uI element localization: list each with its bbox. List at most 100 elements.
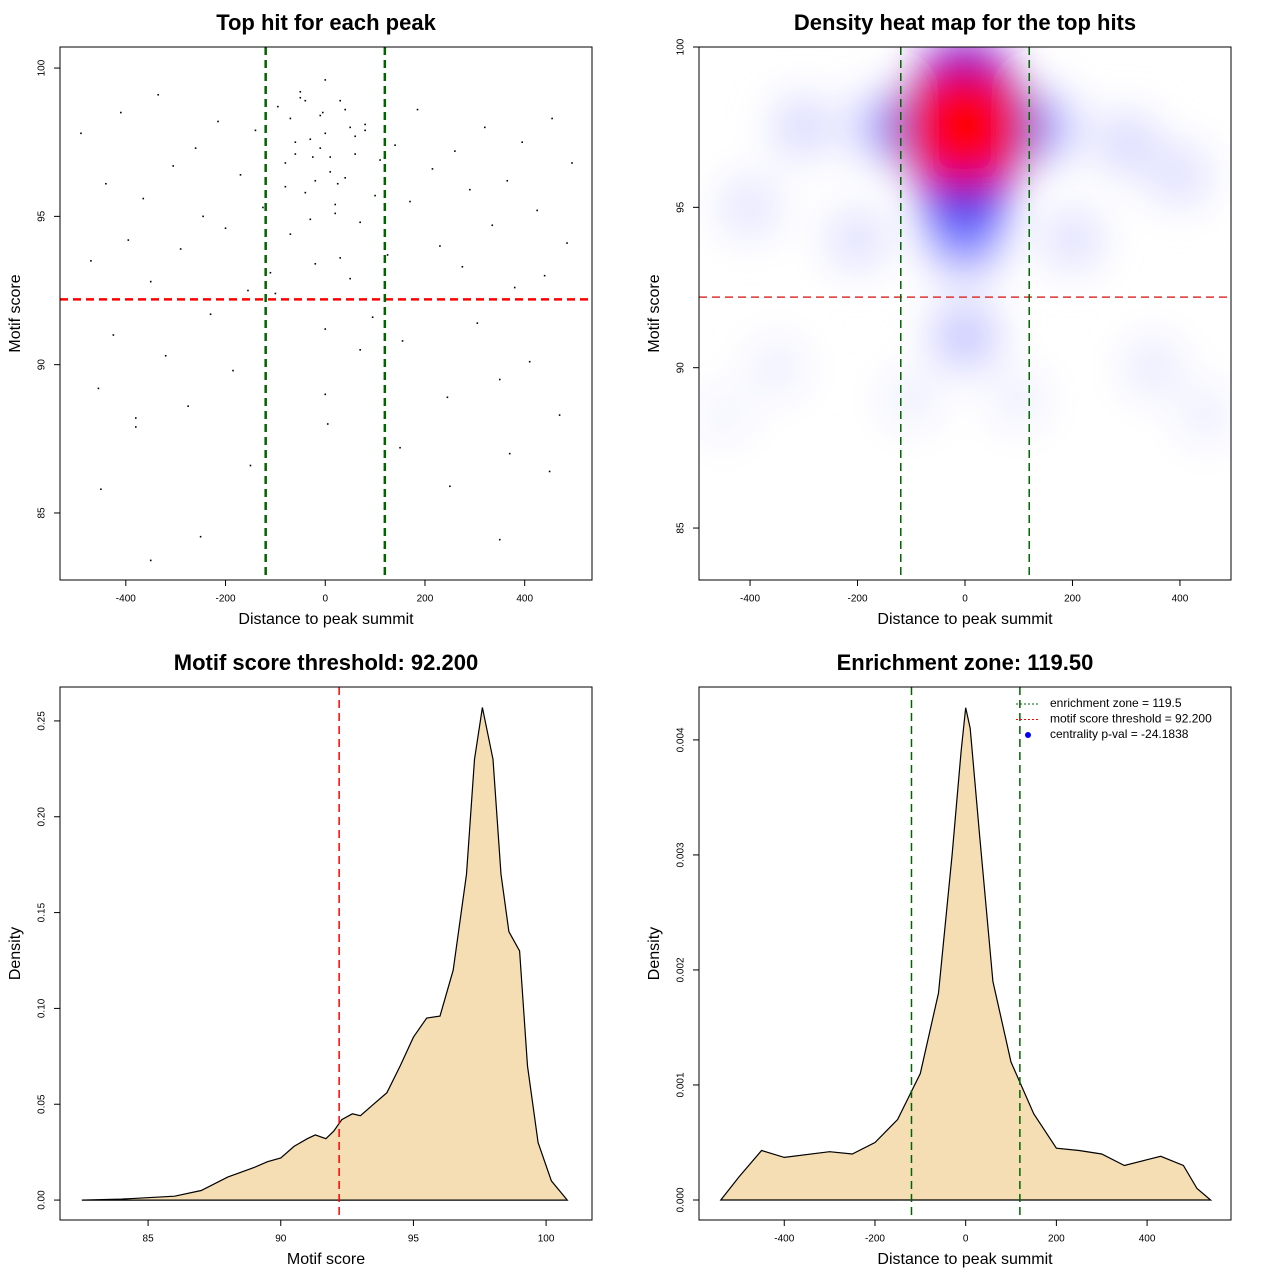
- point: [194, 147, 197, 149]
- density-cell: [750, 341, 803, 394]
- point: [449, 485, 451, 488]
- density-cell: [1151, 146, 1209, 204]
- x-tick-label: 400: [516, 594, 533, 605]
- density-cell: [828, 210, 887, 269]
- plot-frame: [698, 686, 1232, 1221]
- point: [386, 254, 389, 256]
- density-cell: [1126, 340, 1181, 395]
- point: [566, 242, 568, 244]
- point: [289, 117, 292, 120]
- x-tick-label: -200: [848, 594, 868, 605]
- point: [491, 224, 494, 227]
- heatmap-blobs: [699, 47, 1231, 442]
- point: [498, 538, 501, 541]
- point: [249, 464, 252, 467]
- point: [401, 340, 404, 342]
- point: [394, 144, 396, 146]
- y-tick-label: 0.05: [37, 1094, 48, 1114]
- x-axis-label: Motif score: [287, 1251, 365, 1268]
- point: [359, 349, 361, 351]
- point: [321, 111, 324, 114]
- point: [294, 141, 297, 144]
- density-cell: [699, 390, 749, 441]
- y-tick-label: 0.002: [676, 957, 687, 982]
- y-axis-label: Density: [646, 927, 663, 980]
- point: [304, 99, 307, 102]
- density-cell: [1180, 389, 1231, 442]
- point: [339, 257, 342, 259]
- point: [105, 182, 107, 185]
- x-tick-label: 95: [408, 1234, 420, 1245]
- point: [469, 188, 471, 191]
- x-tick-label: -200: [216, 594, 236, 605]
- point: [354, 135, 356, 138]
- legend-label: enrichment zone = 119.5: [1050, 696, 1182, 710]
- point: [431, 168, 434, 170]
- point: [484, 126, 486, 129]
- point: [409, 200, 411, 203]
- x-tick-label: -400: [774, 1234, 794, 1245]
- point: [134, 426, 137, 428]
- point: [371, 316, 374, 319]
- density-cell: [774, 97, 834, 157]
- density-cell: [933, 303, 997, 368]
- point: [294, 153, 297, 155]
- density-cell: [722, 179, 778, 236]
- point: [247, 289, 249, 292]
- point: [120, 111, 122, 114]
- point: [536, 209, 538, 212]
- point: [548, 470, 551, 473]
- x-tick-label: 100: [538, 1234, 555, 1245]
- point: [149, 280, 152, 283]
- x-tick-label: -200: [865, 1234, 885, 1245]
- point: [334, 212, 337, 215]
- y-tick-label: 100: [37, 59, 48, 76]
- point: [309, 218, 312, 221]
- point: [299, 96, 302, 99]
- y-tick-label: 0.000: [676, 1187, 687, 1212]
- point: [100, 488, 102, 491]
- legend-symbol: [1025, 732, 1031, 738]
- x-tick-label: 200: [1048, 1234, 1065, 1245]
- point: [399, 446, 401, 449]
- point: [112, 334, 115, 336]
- x-tick-label: 200: [1064, 594, 1081, 605]
- point: [319, 147, 322, 149]
- point: [326, 423, 329, 425]
- point: [324, 328, 327, 330]
- x-tick-label: 0: [322, 594, 328, 605]
- x-axis-label: Distance to peak summit: [238, 611, 414, 628]
- point: [314, 179, 317, 182]
- point: [454, 150, 456, 152]
- point: [329, 171, 332, 173]
- density-area: [719, 707, 1213, 1201]
- legend-label: motif score threshold = 92.200: [1050, 712, 1212, 726]
- y-axis-label: Density: [7, 927, 24, 980]
- y-tick-label: 85: [676, 522, 687, 534]
- point: [202, 215, 204, 218]
- point: [334, 203, 337, 206]
- point: [319, 114, 322, 117]
- point: [344, 177, 346, 179]
- y-tick-label: 0.001: [676, 1072, 687, 1097]
- y-tick-label: 100: [676, 38, 687, 55]
- y-tick-label: 85: [37, 507, 48, 519]
- point: [217, 120, 219, 123]
- point: [289, 233, 292, 235]
- point: [359, 221, 361, 224]
- point: [344, 108, 346, 111]
- point: [187, 405, 189, 407]
- x-tick-label: 200: [417, 594, 434, 605]
- density-cell: [1043, 210, 1102, 269]
- y-tick-label: 95: [37, 210, 48, 222]
- point: [571, 162, 573, 164]
- point: [209, 313, 212, 316]
- density-cell: [1096, 113, 1156, 173]
- density-cell: [885, 373, 938, 426]
- x-tick-label: 400: [1139, 1234, 1156, 1245]
- x-tick-label: 0: [963, 1234, 969, 1245]
- point: [439, 245, 441, 247]
- point: [339, 99, 342, 102]
- x-axis-label: Distance to peak summit: [877, 611, 1053, 628]
